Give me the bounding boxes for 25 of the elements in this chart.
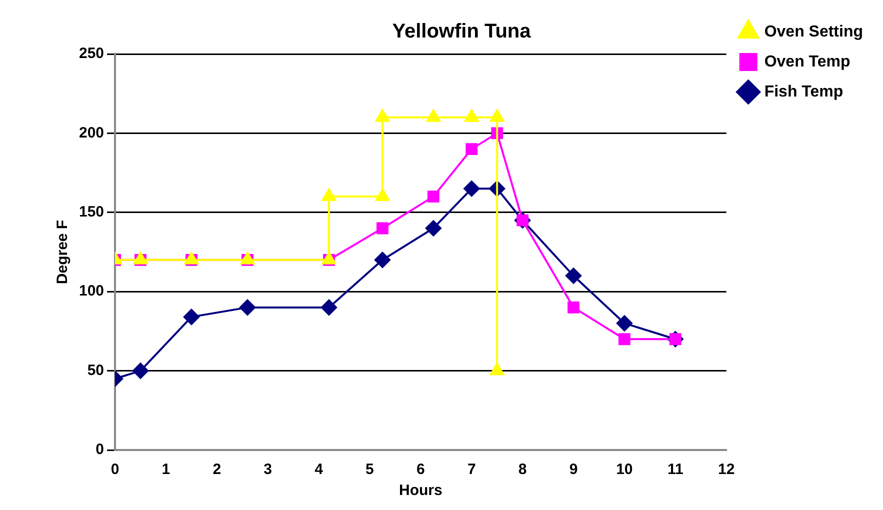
x-axis-title: Hours	[399, 482, 442, 500]
legend-label: Oven Temp	[764, 53, 850, 70]
x-tick-label: 2	[212, 461, 222, 478]
legend-label: Oven Setting	[764, 23, 864, 40]
y-tick-label: 150	[78, 204, 104, 221]
x-tick-label: 1	[162, 461, 170, 478]
y-tick-label: 50	[87, 362, 104, 379]
x-tick-label: 10	[616, 461, 633, 478]
x-tick-label: 5	[366, 461, 374, 478]
y-tick-label: 250	[78, 45, 104, 62]
y-axis-title: Degree F	[54, 220, 72, 284]
chart-title: Yellowfin Tuna	[392, 20, 532, 43]
x-tick-label: 0	[110, 461, 120, 478]
x-tick-label: 6	[416, 461, 425, 478]
y-tick-label: 200	[78, 124, 104, 142]
x-tick-label: 9	[569, 461, 578, 478]
x-tick-label: 3	[264, 461, 272, 478]
legend-label: Fish Temp	[764, 83, 844, 100]
x-tick-label: 12	[718, 461, 735, 478]
y-tick-label: 100	[78, 282, 104, 300]
x-tick-label: 11	[667, 461, 684, 478]
x-tick-label: 7	[467, 461, 476, 478]
y-tick-label: 0	[96, 441, 104, 458]
x-tick-label: 8	[518, 461, 527, 478]
x-tick-label: 4	[314, 461, 324, 478]
